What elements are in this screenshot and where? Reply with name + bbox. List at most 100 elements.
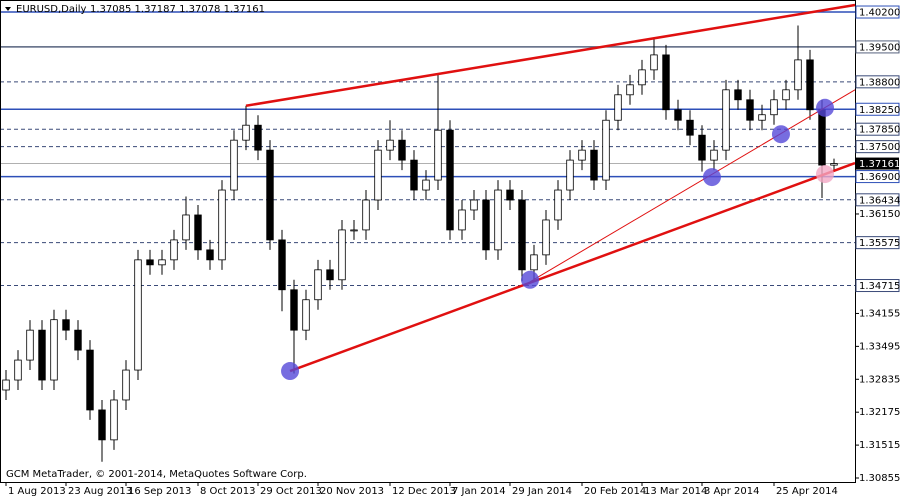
candle-body [626,84,634,96]
x-tick-label: 29 Oct 2013 [260,486,322,497]
marker [816,165,834,184]
candle-body [278,239,286,291]
candle-body [254,124,262,151]
ohlc-text: 1.37085 1.37187 1.37078 1.37161 [90,4,265,15]
candle-body [506,189,514,201]
level-label-box [855,236,900,250]
level-label-box [855,102,900,116]
marker [816,98,834,117]
current-price-box [856,157,899,170]
trend-line [289,161,856,373]
candle-body [446,129,454,231]
candle-body [470,199,478,211]
candle-body [806,59,814,111]
candle-body [314,269,322,301]
level-label-box [855,170,900,184]
current-price-label: 1.37161 [859,159,900,170]
trend-line [529,89,856,283]
level-label-box [855,40,900,54]
candle-body [326,269,334,281]
level-label-box [855,122,900,136]
candle-body [686,119,694,136]
candle-body [434,129,442,181]
x-tick-label: 16 Sep 2013 [128,486,191,497]
y-tick-label: 1.32175 [859,407,900,418]
candle-body [518,199,526,271]
candle-body [602,119,610,181]
level-label-box [855,75,900,89]
candle-body [86,349,94,411]
level-label: 1.40200 [859,8,900,19]
candle-body [2,379,10,391]
level-label-box [855,193,900,207]
candle-body [746,99,754,121]
candle-body [590,149,598,181]
candle-body [698,134,706,161]
x-tick-label: 1 Aug 2013 [8,486,66,497]
candle-body [74,329,82,351]
level-label: 1.39500 [859,42,900,53]
x-tick-label: 25 Apr 2014 [776,486,838,497]
y-tick-label: 1.32835 [859,374,900,385]
candle-body [554,189,562,221]
candle-body [830,163,838,166]
level-label: 1.36434 [859,195,900,206]
level-label-box [855,5,900,19]
x-tick-label: 29 Jan 2014 [512,486,572,497]
candle-body [110,399,118,441]
level-label: 1.37850 [859,125,900,136]
level-label: 1.38250 [859,105,900,116]
candle-body [422,179,430,191]
candle-body [230,139,238,191]
candle-body [374,149,382,201]
y-tick-label: 1.31515 [859,440,900,451]
x-tick-label: 13 Mar 2014 [644,486,707,497]
candle-body [98,409,106,441]
candle-body [722,89,730,151]
candle-body [710,149,718,161]
candle-body [158,259,166,266]
candle-body [494,189,502,251]
level-label-box [855,140,900,154]
candle-body [410,159,418,191]
candle-body [14,359,22,381]
candle-body [794,59,802,91]
candle-body [662,54,670,111]
copyright: GCM MetaTrader, © 2001-2014, MetaQuotes … [6,469,307,480]
candle-body [782,89,790,101]
candle-body [650,54,658,71]
candle-body [566,159,574,191]
candle-body [458,209,466,231]
candle-body [38,329,46,381]
level-label-box [855,279,900,293]
marker [281,362,300,381]
candle-body [242,124,250,141]
marker [521,270,540,289]
menu-arrow[interactable] [5,7,11,11]
marker [771,125,790,144]
chart-title: EURUSD,Daily [16,4,87,15]
candle-body [50,319,58,381]
candle-body [146,259,154,266]
x-tick-label: 3 Apr 2014 [704,486,759,497]
candle-body [482,199,490,251]
candle-body [386,139,394,151]
x-tick-label: 7 Jan 2014 [452,486,506,497]
x-tick-label: 20 Feb 2014 [584,486,646,497]
candle-body [614,94,622,121]
candle-body [194,214,202,251]
candle-body [542,219,550,256]
candle-body [26,329,34,361]
candle-body [218,189,226,261]
candle-body [170,239,178,261]
candle-body [362,199,370,231]
x-tick-label: 12 Dec 2013 [392,486,456,497]
candle-body [530,254,538,271]
candle-body [62,319,70,331]
trend-line [245,3,856,107]
candle-body [122,369,130,401]
candle-body [578,149,586,161]
